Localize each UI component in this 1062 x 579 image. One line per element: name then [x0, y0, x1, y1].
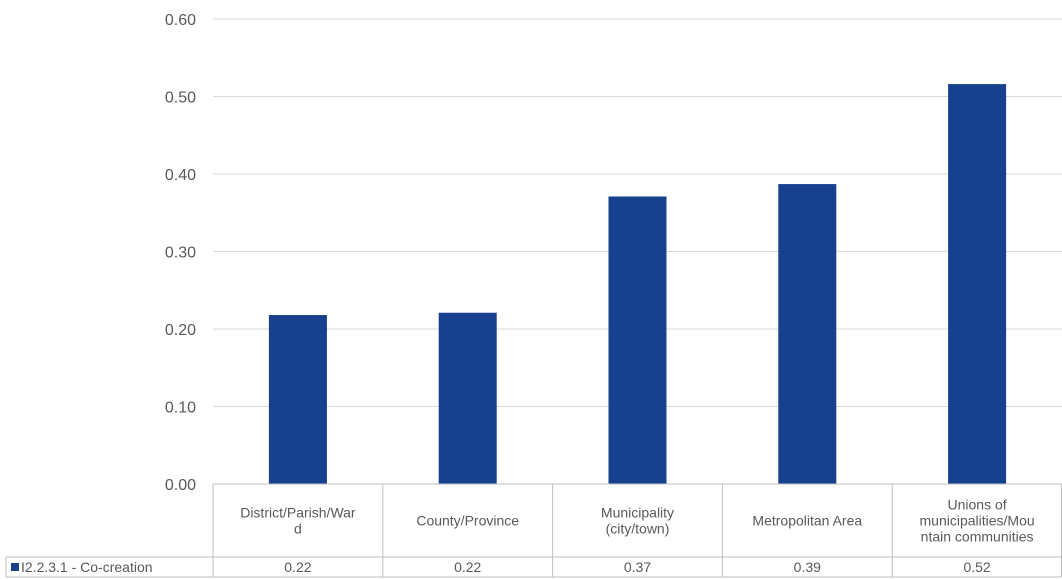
bars	[268, 84, 1007, 484]
table-value: 0.52	[963, 559, 990, 575]
x-category-label: Unions of municipalities/Mou ntain communi…	[920, 497, 1035, 545]
bar	[438, 312, 497, 484]
x-category-label: District/Parish/War d	[240, 505, 356, 537]
x-category-label-line: d	[294, 521, 302, 537]
table-value: 0.37	[624, 559, 651, 575]
y-tick-label: 0.00	[165, 477, 196, 494]
series-name: I2.2.3.1 - Co-creation	[21, 559, 153, 575]
data-table: District/Parish/War d County/Province Munic…	[5, 483, 1062, 578]
y-tick-label: 0.30	[165, 245, 196, 262]
y-tick-label: 0.40	[165, 167, 196, 184]
y-tick-label: 0.50	[165, 90, 196, 107]
x-category-label-line: Metropolitan Area	[752, 513, 862, 529]
x-category-label-line: County/Province	[416, 513, 519, 529]
x-category-label-line: ntain communities	[921, 529, 1034, 545]
x-category-label: Municipality (city/town)	[601, 505, 674, 537]
table-value: 0.39	[794, 559, 821, 575]
bar	[948, 84, 1007, 484]
x-category-label-line: municipalities/Mou	[920, 513, 1035, 529]
y-tick-label: 0.10	[165, 400, 196, 417]
bar	[268, 315, 327, 484]
y-tick-label: 0.60	[165, 12, 196, 29]
y-tick-label: 0.20	[165, 322, 196, 339]
x-category-label-line: (city/town)	[606, 521, 670, 537]
x-category-label: County/Province	[416, 513, 519, 529]
y-axis-tick-labels: 0.00 0.10 0.20 0.30 0.40 0.50 0.60	[165, 12, 196, 494]
table-value: 0.22	[454, 559, 481, 575]
x-category-label-line: Municipality	[601, 505, 674, 521]
bar	[778, 184, 837, 484]
x-category-label-line: District/Parish/War	[240, 505, 356, 521]
table-value: 0.22	[284, 559, 311, 575]
x-category-label: Metropolitan Area	[752, 513, 862, 529]
bar	[608, 196, 667, 484]
legend-key	[11, 563, 19, 571]
x-category-label-line: Unions of	[948, 497, 1007, 513]
